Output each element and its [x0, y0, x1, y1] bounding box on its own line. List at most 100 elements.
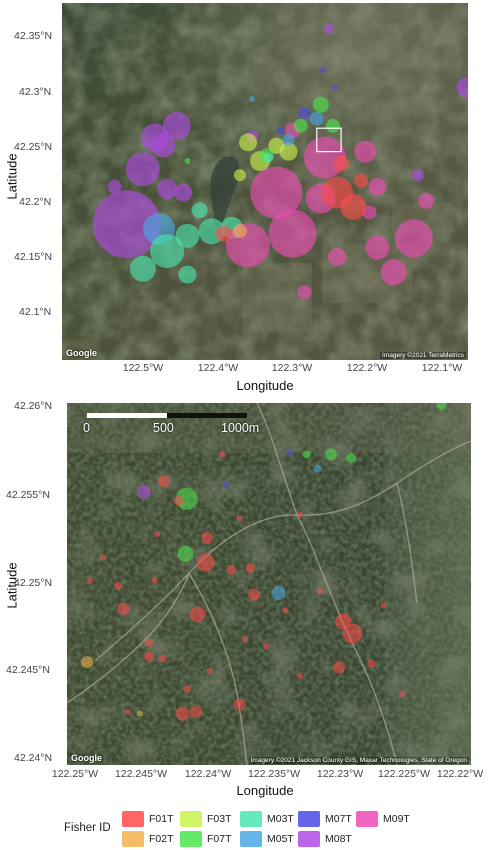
location-point-f01t: [196, 553, 215, 572]
bottom-map-y-tick: 42.245°N: [6, 664, 50, 676]
top-map-y-tick: 42.15°N: [14, 251, 53, 263]
top-map-canvas: [62, 3, 468, 360]
location-point-f01t: [236, 515, 243, 522]
location-point-f01t: [190, 705, 203, 718]
top-map-y-tick: 42.2°N: [19, 196, 52, 208]
bottom-map-y-tick: 42.24°N: [14, 752, 53, 764]
top-map-y-tick: 42.1°N: [19, 306, 52, 318]
location-point-f01t: [380, 602, 387, 609]
bottom-map-locations: [81, 403, 447, 721]
legend-key-f07t: [180, 831, 202, 847]
location-point-m07t: [331, 84, 338, 91]
legend-label-m07t: M07T: [325, 813, 352, 825]
location-point-f01t: [158, 475, 170, 488]
location-point-m08t: [162, 111, 191, 140]
location-point-m03t: [129, 255, 156, 282]
location-point-f07t: [184, 158, 191, 164]
legend-key-f01t: [122, 811, 144, 827]
legend-key-f02t: [122, 831, 144, 847]
location-point-f01t: [145, 638, 154, 647]
top-map-clearcuts: [242, 203, 452, 333]
location-point-f07t: [312, 96, 329, 113]
location-point-f01t: [144, 651, 155, 662]
legend-label-f01t: F01T: [149, 813, 174, 825]
location-point-f03t: [279, 142, 298, 161]
location-point-f01t: [154, 531, 161, 538]
legend-key-f03t: [180, 811, 202, 827]
location-point-m08t: [141, 123, 169, 152]
top-map-x-tick: 122.3°W: [271, 362, 313, 374]
legend-key-m03t: [240, 811, 262, 827]
location-point-f01t: [124, 708, 131, 715]
bottom-map-x-tick: 122.22°W: [436, 768, 484, 780]
location-point-f01t: [367, 659, 376, 668]
scalebar-white: [87, 413, 167, 418]
bottom-map-y-tick: 42.25°N: [14, 577, 53, 589]
location-point-f01t: [340, 193, 367, 220]
top-map-x-tick: 122.5°W: [122, 362, 164, 374]
location-point-m03t: [175, 223, 200, 248]
top-map-panel[interactable]: Google Imagery ©2021 TerraMetrics: [62, 3, 468, 360]
top-map-inset-box: [316, 127, 342, 153]
top-map-y-tick: 42.35°N: [14, 30, 53, 42]
location-point-f01t: [151, 577, 158, 584]
location-point-m08t: [456, 77, 468, 98]
location-point-f01t: [263, 643, 270, 650]
location-point-m09t: [417, 192, 434, 209]
bottom-map-x-tick: 122.225°W: [377, 768, 431, 780]
location-point-m08t: [157, 179, 178, 200]
bottom-map-x-tick: 122.24°W: [184, 768, 232, 780]
bottom-map-attribution: Imagery ©2021 Jackson County GIS, Maxar …: [248, 757, 469, 764]
location-point-f01t: [117, 602, 130, 615]
bottom-map-google-logo: Google: [71, 753, 102, 763]
location-point-m05t: [249, 96, 256, 102]
bottom-map-forest-texture: [67, 403, 471, 765]
legend-key-m05t: [240, 831, 262, 847]
location-point-f01t: [86, 577, 93, 584]
bottom-map-x-tick: 122.23°W: [316, 768, 364, 780]
location-point-m08t: [125, 152, 160, 187]
location-point-f01t: [173, 495, 184, 506]
location-point-f01t: [206, 668, 213, 674]
top-map-x-tick: 122.1°W: [421, 362, 463, 374]
location-point-f03t: [239, 133, 257, 152]
location-point-m03t: [150, 234, 185, 269]
location-point-m03t: [191, 202, 208, 219]
scalebar-label-1000m: 1000m: [221, 421, 260, 435]
location-point-m08t: [107, 179, 122, 194]
legend-label-m03t: M03T: [267, 813, 294, 825]
top-map-y-tick: 42.3°N: [19, 86, 52, 98]
location-point-f02t: [81, 656, 94, 669]
bottom-map-panel[interactable]: 0 500 1000m Google Imagery ©2021 Jackson…: [67, 403, 471, 765]
location-point-f01t: [333, 661, 345, 674]
location-point-m08t: [136, 484, 151, 499]
location-point-f01t: [297, 511, 303, 518]
location-point-f01t: [100, 554, 107, 561]
location-point-m08t: [411, 169, 424, 182]
bottom-map-canvas: [67, 403, 471, 765]
location-point-m03t: [263, 152, 274, 163]
location-point-f07t: [293, 118, 308, 133]
location-point-f01t: [354, 173, 369, 188]
bottom-map-x-tick: 122.245°W: [114, 768, 168, 780]
location-point-f07t: [177, 545, 194, 562]
location-point-m08t: [323, 23, 334, 34]
location-point-m03t: [178, 265, 197, 284]
bottom-map-x-tick: 122.25°W: [51, 768, 99, 780]
location-point-m09t: [354, 140, 377, 163]
location-point-f07t: [346, 453, 357, 463]
top-map-google-logo: Google: [66, 348, 97, 358]
legend-key-m08t: [298, 831, 320, 847]
location-point-m09t: [380, 259, 407, 286]
top-map-x-tick: 122.2°W: [346, 362, 388, 374]
legend-label-f02t: F02T: [149, 833, 174, 845]
location-point-m05t: [282, 133, 295, 146]
location-point-m09t: [268, 209, 317, 258]
location-point-m09t: [394, 219, 433, 258]
location-point-m07t: [286, 449, 293, 456]
location-point-m08t: [174, 183, 193, 202]
top-map-x-axis-label: Longitude: [236, 378, 294, 393]
bottom-map-x-axis-label: Longitude: [236, 783, 294, 798]
top-map-y-axis-label: Latitude: [4, 153, 20, 200]
legend-label-m05t: M05T: [267, 833, 294, 845]
